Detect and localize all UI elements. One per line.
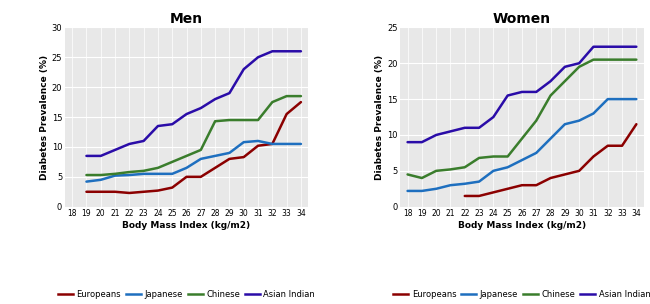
Legend: Europeans, Japanese, Chinese, Asian Indian: Europeans, Japanese, Chinese, Asian Indi…	[55, 286, 318, 302]
Title: Women: Women	[493, 12, 551, 26]
X-axis label: Body Mass Index (kg/m2): Body Mass Index (kg/m2)	[458, 221, 586, 230]
X-axis label: Body Mass Index (kg/m2): Body Mass Index (kg/m2)	[122, 221, 251, 230]
Y-axis label: Diabetes Prevalence (%): Diabetes Prevalence (%)	[376, 54, 384, 180]
Legend: Europeans, Japanese, Chinese, Asian Indian: Europeans, Japanese, Chinese, Asian Indi…	[390, 286, 650, 302]
Title: Men: Men	[170, 12, 203, 26]
Y-axis label: Diabetes Prevalence (%): Diabetes Prevalence (%)	[40, 54, 49, 180]
